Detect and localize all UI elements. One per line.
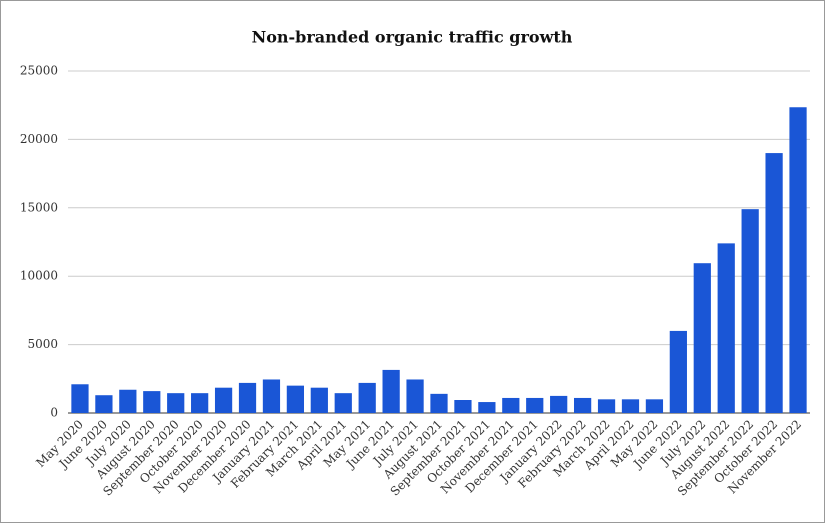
- y-tick-label: 25000: [20, 64, 58, 78]
- bar: [238, 382, 257, 413]
- bar: [741, 209, 759, 413]
- bar: [119, 389, 137, 413]
- chart-title: Non-branded organic traffic growth: [252, 28, 573, 47]
- y-tick-label: 10000: [20, 269, 58, 283]
- bar: [621, 399, 640, 413]
- bar: [478, 402, 496, 413]
- bar: [382, 369, 400, 413]
- bar: [454, 400, 472, 413]
- bar: [645, 399, 664, 413]
- y-tick-label: 5000: [27, 337, 58, 351]
- bar: [765, 153, 783, 413]
- y-tick-label: 15000: [20, 200, 58, 214]
- bar: [573, 397, 592, 413]
- bar: [214, 387, 233, 413]
- bar: [406, 379, 424, 413]
- y-tick-label: 0: [50, 406, 58, 420]
- y-tick-label: 20000: [20, 132, 58, 146]
- bar: [167, 393, 185, 413]
- bar: [286, 385, 305, 413]
- bar: [430, 393, 448, 413]
- bar: [143, 391, 161, 413]
- bar: [358, 382, 376, 413]
- bar: [526, 397, 544, 413]
- bar: [597, 399, 616, 413]
- bar: [550, 395, 568, 413]
- bar: [95, 395, 113, 413]
- bar: [789, 107, 807, 413]
- bar: [334, 393, 352, 413]
- bar: [71, 384, 89, 413]
- bar: [262, 379, 281, 413]
- bar: [191, 393, 209, 413]
- bar: [717, 243, 735, 413]
- bar: [693, 263, 711, 413]
- bar: [310, 387, 328, 413]
- bar: [502, 397, 520, 413]
- bar: [669, 330, 687, 413]
